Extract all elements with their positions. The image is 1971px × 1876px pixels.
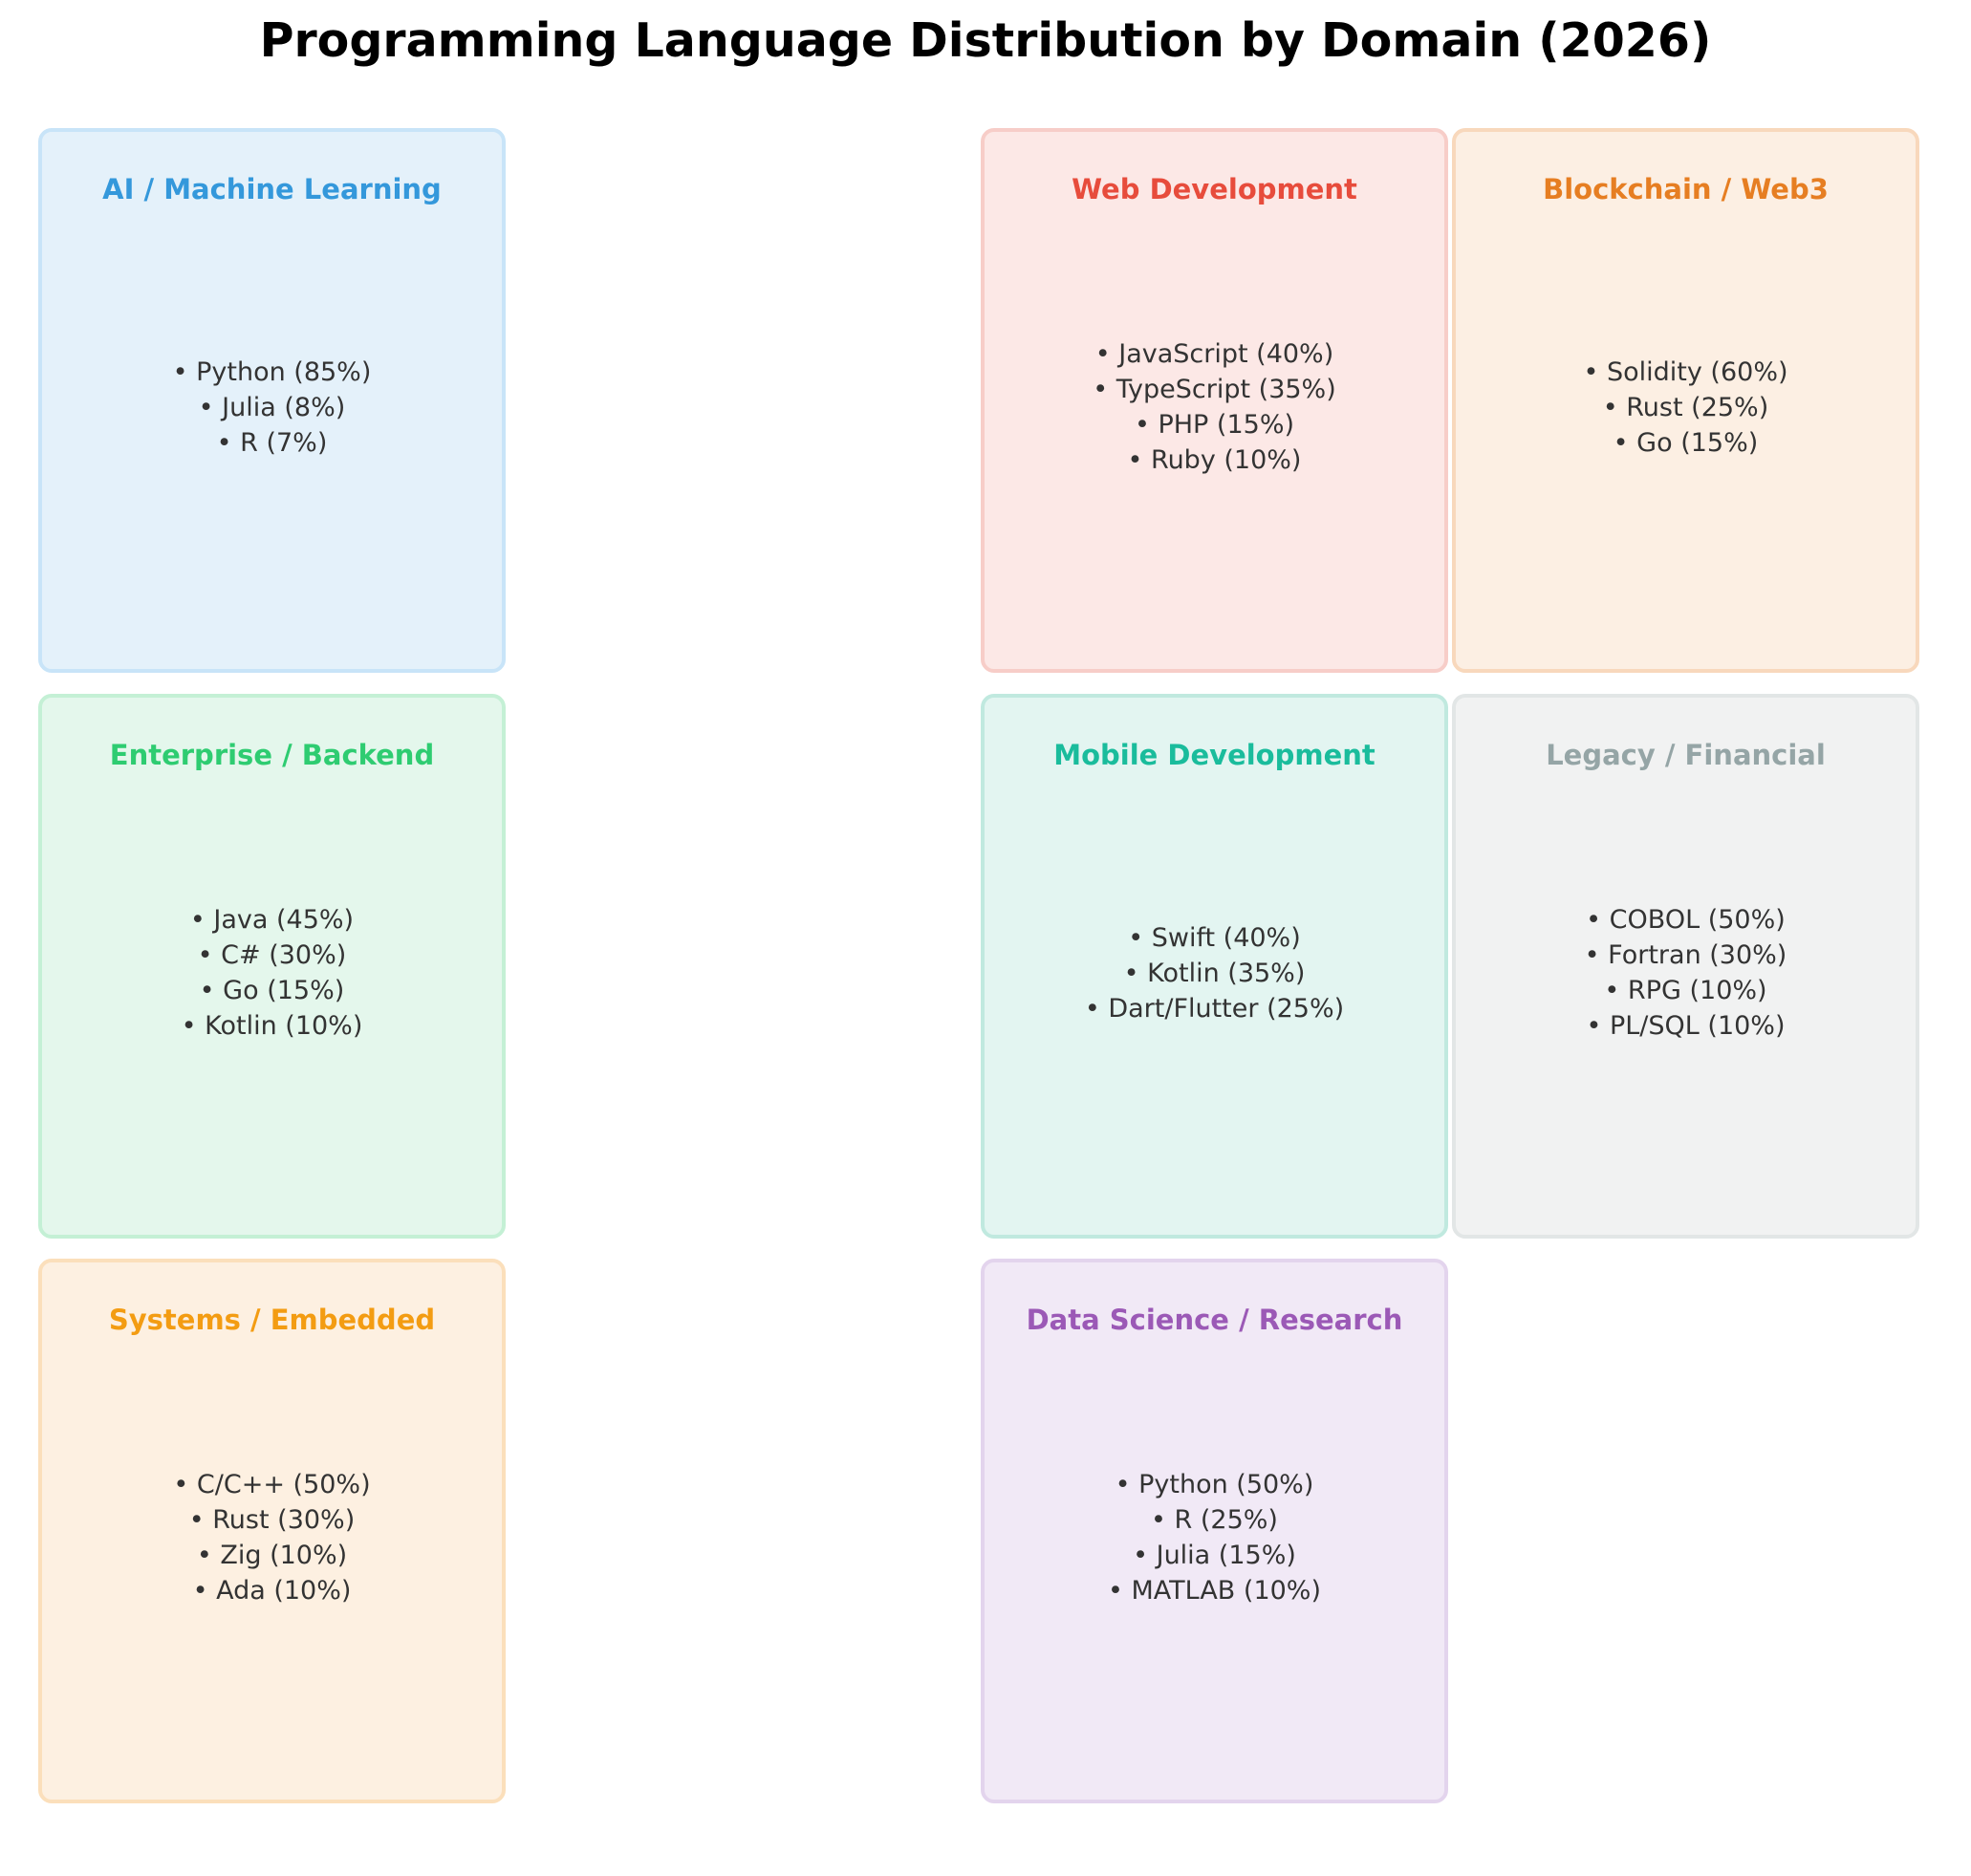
language-list: • Solidity (60%) • Rust (25%) • Go (15%) xyxy=(1583,355,1787,461)
language-item: • Swift (40%) xyxy=(1128,922,1301,953)
panel-web-development: Web Development • JavaScript (40%) • Type… xyxy=(981,128,1448,673)
panel-systems-embedded: Systems / Embedded • C/C++ (50%) • Rust (… xyxy=(38,1259,506,1803)
panel-title: Web Development xyxy=(1072,173,1357,205)
language-item: • RPG (10%) xyxy=(1604,976,1767,1005)
language-list: • C/C++ (50%) • Rust (30%) • Zig (10%) • Ad… xyxy=(173,1467,370,1608)
language-item: • MATLAB (10%) xyxy=(1108,1576,1321,1606)
language-item: • Kotlin (35%) xyxy=(1123,958,1306,988)
language-item: • COBOL (50%) xyxy=(1586,905,1786,935)
panel-title: AI / Machine Learning xyxy=(102,173,442,205)
language-item: • C/C++ (50%) xyxy=(173,1470,371,1499)
language-item: • Rust (30%) xyxy=(188,1505,356,1535)
diagram-title: Programming Language Distribution by Dom… xyxy=(259,13,1712,68)
language-list: • Python (85%) • Julia (8%) • R (7%) xyxy=(173,355,372,461)
language-item: • Zig (10%) xyxy=(196,1541,348,1570)
language-item: • Ada (10%) xyxy=(192,1576,352,1606)
panel-blockchain-web3: Blockchain / Web3 • Solidity (60%) • Rust… xyxy=(1452,128,1919,673)
language-item: • PL/SQL (10%) xyxy=(1586,1011,1786,1041)
language-item: • Python (50%) xyxy=(1115,1470,1314,1499)
panel-title: Systems / Embedded xyxy=(108,1304,436,1336)
language-item: • Fortran (30%) xyxy=(1584,940,1787,970)
language-list: • Java (45%) • C# (30%) • Go (15%) • Kotlin… xyxy=(182,902,363,1044)
panel-title: Mobile Development xyxy=(1053,739,1375,771)
language-item: • Ruby (10%) xyxy=(1127,445,1302,475)
panel-title: Blockchain / Web3 xyxy=(1543,173,1829,205)
language-item: • Rust (25%) xyxy=(1602,392,1769,422)
panel-title: Data Science / Research xyxy=(1026,1304,1403,1336)
language-item: • Go (15%) xyxy=(1613,427,1759,458)
language-item: • Go (15%) xyxy=(199,976,345,1005)
language-list: • COBOL (50%) • Fortran (30%) • RPG (10%) •… xyxy=(1585,902,1787,1044)
language-item: • PHP (15%) xyxy=(1134,410,1295,440)
language-item: • Julia (15%) xyxy=(1133,1541,1296,1570)
language-item: • Python (85%) xyxy=(172,356,372,387)
panel-ai-machine-learning: AI / Machine Learning • Python (85%) • Ju… xyxy=(38,128,506,673)
language-list: • JavaScript (40%) • TypeScript (35%) • PH… xyxy=(1093,336,1336,478)
language-item: • C# (30%) xyxy=(197,940,347,970)
language-item: • TypeScript (35%) xyxy=(1093,375,1336,404)
language-list: • Python (50%) • R (25%) • Julia (15%) • MA… xyxy=(1108,1467,1321,1608)
language-item: • Kotlin (10%) xyxy=(181,1011,363,1041)
language-item: • Solidity (60%) xyxy=(1583,356,1788,387)
language-item: • R (7%) xyxy=(216,427,328,458)
panel-title: Legacy / Financial xyxy=(1546,739,1826,771)
panel-enterprise-backend: Enterprise / Backend • Java (45%) • C# (3… xyxy=(38,694,506,1239)
language-item: • R (25%) xyxy=(1151,1505,1278,1535)
language-item: • Julia (8%) xyxy=(198,392,346,422)
panel-legacy-financial: Legacy / Financial • COBOL (50%) • Fortra… xyxy=(1452,694,1919,1239)
language-list: • Swift (40%) • Kotlin (35%) • Dart/Flutte… xyxy=(1085,920,1344,1026)
panel-title: Enterprise / Backend xyxy=(109,739,435,771)
language-item: • Java (45%) xyxy=(189,905,355,935)
language-item: • Dart/Flutter (25%) xyxy=(1084,993,1345,1024)
language-item: • JavaScript (40%) xyxy=(1094,339,1334,369)
panel-mobile-development: Mobile Development • Swift (40%) • Kotlin… xyxy=(981,694,1448,1239)
panel-data-science-research: Data Science / Research • Python (50%) • … xyxy=(981,1259,1448,1803)
